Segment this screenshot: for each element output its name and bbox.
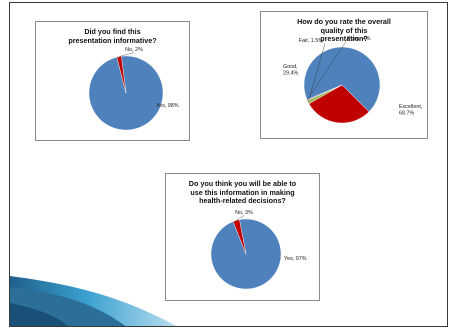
pie-slice-excellent (303, 46, 381, 112)
chart-title: Do you think you will be able to use thi… (188, 179, 297, 206)
leader-line (307, 43, 326, 103)
chart-title: How do you rate the overall quality of t… (297, 17, 391, 44)
data-label-yes: Yes, 98% (156, 103, 179, 109)
pie-chart-informative: Yes, 98% No, 2% (88, 47, 179, 131)
data-label-yes: Yes, 97% (284, 256, 307, 262)
data-label-no: No, 3% (235, 210, 253, 216)
leader-line (119, 52, 135, 57)
pie-slice-yes (210, 218, 282, 290)
data-label-fair: Fair, 1.5% (299, 38, 323, 44)
data-label-good: Good, 29.4% (283, 64, 298, 77)
pie-chart-health-decisions: Yes, 97% No, 3% (210, 210, 307, 290)
leader-line (236, 215, 245, 221)
slide: Did you find this presentation informati… (9, 2, 448, 327)
pie-slice-poor (306, 84, 343, 101)
pie-chart-quality: Excellent, 68.7% Good, 29.4% Fair, 1.5% Poor,… (283, 36, 423, 124)
chart-health-decisions: Do you think you will be able to use thi… (165, 173, 320, 301)
decorative-swoosh (10, 276, 177, 326)
swoosh-band-deep (10, 303, 68, 326)
pie-slice-good (308, 84, 370, 124)
chart-title: Did you find this presentation informati… (68, 27, 157, 45)
chart-quality: How do you rate the overall quality of t… (260, 11, 428, 139)
chart-informative: Did you find this presentation informati… (35, 21, 190, 141)
data-label-poor: Poor, .4% (347, 36, 371, 42)
data-label-excellent: Excellent, 68.7% (399, 104, 423, 117)
leader-line (306, 41, 347, 101)
data-label-no: No, 2% (125, 47, 143, 53)
